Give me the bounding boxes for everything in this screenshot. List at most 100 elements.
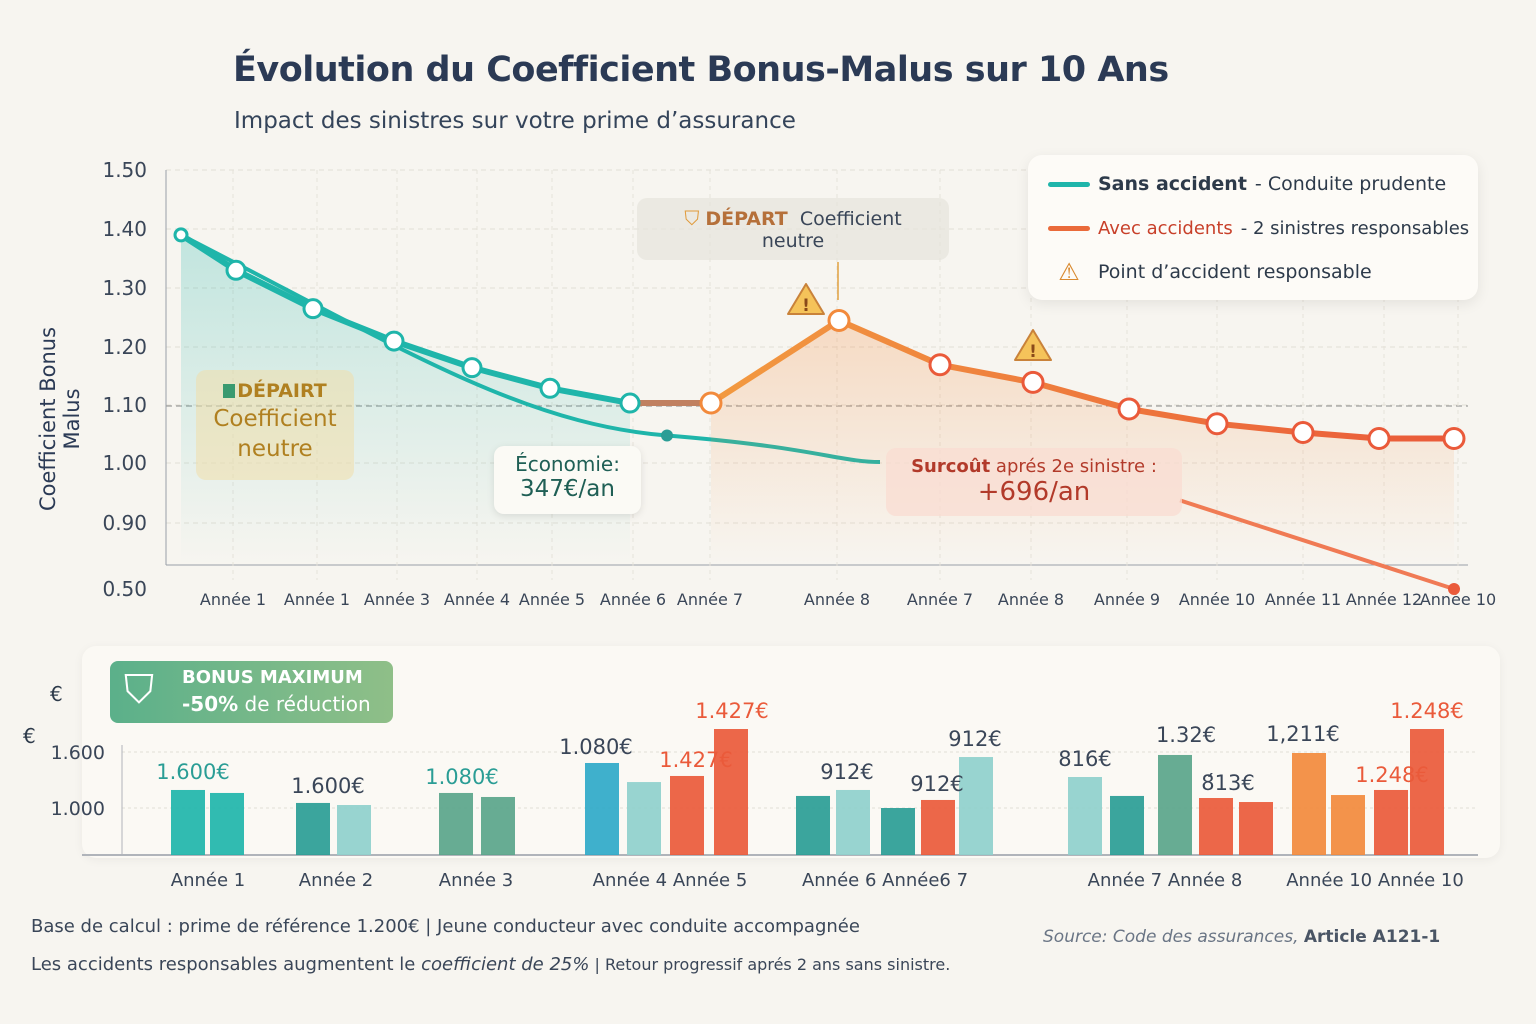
bar-y-tick-label: 1.600 [51,742,105,764]
shield-check-icon: ⛉ [684,206,700,230]
data-point-avec-accidents [1205,412,1229,436]
bar [439,792,473,855]
x-tick-label: Année 8 [804,590,870,609]
bar [210,792,244,855]
bonus-rest: de réduction [238,692,371,716]
bar [1110,795,1144,855]
bonus-percent: -50% [182,692,239,716]
bar [585,762,619,855]
flag-icon [223,384,236,398]
bar [627,782,661,855]
economie-callout: Économie: 347€/an [494,446,641,514]
bar [296,802,330,855]
surcout-bold: Surcoût [911,456,991,477]
surcout-value: +696/an [977,477,1091,507]
data-point-sans-accident [302,298,324,320]
x-tick-label: Année 10 [1420,590,1496,609]
depart-top-line1: Coefficient [799,208,902,230]
footer-line1: Base de calcul : prime de référence 1.20… [31,916,860,937]
bar [1239,802,1273,855]
depart-top-line2: neutre [761,230,825,252]
bar-group-label: Année 6 Année6 7 [802,870,968,891]
x-tick-label: Année 10 [1179,590,1255,609]
bar-value-label: 1.600€ [156,760,229,784]
orange-line-icon [1048,226,1090,231]
depart-line2: neutre [237,436,313,462]
y-tick-label: 1.20 [102,335,147,359]
footer-line2: Les accidents responsables augmentent le… [31,954,950,975]
economie-value: 347€/an [520,476,615,502]
y-tick-label: 0.90 [102,511,147,535]
bar [881,808,915,855]
bar-group-label: Année 7 Année 8 [1088,870,1243,891]
x-tick-label: Année 1 [200,590,266,609]
x-tick-label: Année 1 [284,590,350,609]
bar [1158,754,1192,855]
chart-title: Évolution du Coefficient Bonus-Malus sur… [233,50,1169,90]
legend-item-sans-accident: Sans accident - Conduite prudente [1048,173,1446,195]
footer-text: Les accidents responsables augmentent le [31,954,422,975]
x-tick-label: Année 6 [600,590,666,609]
legend-item-avec-accidents: Avec accidents - 2 sinistres responsable… [1048,218,1469,239]
y-tick-label: 1.30 [102,276,147,300]
depart-annotation-top: ⛉ DÉPART Coefficient neutre [637,198,949,260]
data-point-avec-accidents [699,391,723,415]
warning-icon: ⚠ [1058,258,1080,286]
bar [921,799,955,855]
bar-value-label: 1.080€ [425,765,498,789]
bar [796,795,830,855]
bar-group-label: Année 10 Année 10 [1286,870,1464,891]
bar [171,789,205,855]
x-tick-label: Année 7 [907,590,973,609]
bonus-maximum-badge: ⛉ BONUS MAXIMUM -50% de réduction [110,661,393,723]
data-point-sans-accident [383,330,405,352]
bar-value-label: 1.32€ [1156,723,1216,747]
x-tick-label: Année 4 [444,590,510,609]
bar [670,775,704,855]
bar-group-label: Année 1 [171,870,245,891]
bar-value-label: 1.248€ [1390,699,1463,723]
x-tick-label: Année 12 [1346,590,1422,609]
bar-value-label: 1.600€ [291,774,364,798]
legend-bold: Avec accidents [1098,218,1233,239]
data-point-avec-accidents [1442,426,1466,450]
bar [836,789,870,855]
data-point-sans-accident [539,377,561,399]
x-tick-label: Année 9 [1094,590,1160,609]
x-tick-label: Année 7 [677,590,743,609]
data-point-sans-accident [225,259,247,281]
bar-value-label: 1.080€ [559,735,632,759]
legend-rest: - 2 sinistres responsables [1240,218,1470,239]
bar-value-label: 912€ [820,760,873,784]
depart-title: DÉPAIRT [237,380,327,402]
teal-line-icon [1048,181,1090,187]
surcout-rest: aprés 2e sinistre : [990,456,1157,477]
economie-label: Économie: [515,452,620,476]
bar [481,796,515,855]
bar-value-label: 1.427€ [659,748,732,772]
warning-icon-mark: ! [802,296,810,316]
bar-group-label: Année 2 [299,870,373,891]
x-tick-label: Année 3 [364,590,430,609]
y-tick-label: 0.50 [102,577,147,601]
data-point-avec-accidents [827,308,851,332]
shield-check-icon: ⛉ [124,667,154,713]
bar [1068,777,1102,855]
bar-value-label: 1.248€ [1355,763,1428,787]
bar-value-label: 8́13€ [1201,771,1254,795]
y-tick-label: 1.40 [102,217,147,241]
y-tick-label: 1.10 [102,393,147,417]
euro-label: € [23,724,36,748]
bar [1199,798,1233,855]
data-point-avec-accidents [1117,397,1141,421]
bar [337,805,371,855]
bar [959,757,993,855]
bonus-title: BONUS MAXIMUM [182,667,363,688]
legend-item-accident-point: ⚠ Point d’accident responsable [1048,258,1371,286]
euro-label: € [50,682,63,706]
bar [1374,789,1408,855]
data-point-avec-accidents [1291,421,1315,445]
bar [1410,729,1444,855]
bar-group-label: Année 4 Année 5 [593,870,748,891]
